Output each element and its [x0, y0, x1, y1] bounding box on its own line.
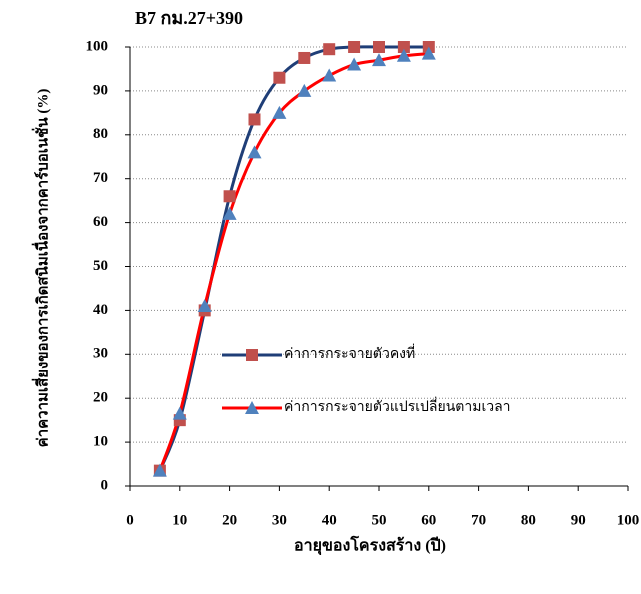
legend-marker	[245, 401, 259, 414]
x-tick-label: 10	[172, 512, 187, 528]
marker	[152, 463, 167, 477]
marker	[323, 43, 336, 56]
x-tick-label: 70	[471, 512, 486, 528]
marker	[347, 57, 362, 71]
marker	[248, 113, 261, 126]
y-tick-label: 10	[93, 434, 108, 450]
marker	[297, 83, 312, 97]
chart-title: B7 กม.27+390	[135, 8, 243, 28]
y-tick-label: 100	[86, 38, 109, 54]
x-tick-label: 20	[222, 512, 237, 528]
x-tick-label: 0	[126, 512, 134, 528]
y-tick-label: 70	[93, 170, 108, 186]
marker	[298, 51, 311, 64]
y-tick-label: 40	[93, 302, 108, 318]
x-tick-label: 90	[571, 512, 586, 528]
marker	[197, 299, 212, 313]
legend-marker	[246, 349, 258, 361]
y-axis-label: ค่าความเสี่ยงของการเกิดสนิมเนื่องจากคาร์…	[31, 89, 51, 448]
y-tick-label: 30	[93, 346, 108, 362]
marker	[397, 41, 410, 53]
x-tick-label: 50	[372, 512, 387, 528]
y-tick-label: 60	[93, 214, 108, 230]
y-tick-label: 20	[93, 390, 108, 406]
marker	[247, 145, 262, 159]
x-tick-label: 30	[272, 512, 287, 528]
marker	[322, 68, 337, 82]
x-axis-label: อายุของโครงสร้าง (ปี)	[294, 535, 446, 556]
marker	[396, 48, 411, 62]
marker	[421, 46, 436, 60]
marker	[222, 206, 237, 220]
x-tick-label: 80	[521, 512, 536, 528]
legend-label: ค่าการกระจายตัวแปรเปลี่ยนตามเวลา	[284, 397, 511, 415]
marker	[348, 41, 361, 53]
marker	[373, 41, 385, 53]
marker	[273, 71, 286, 84]
x-tick-label: 40	[322, 512, 337, 528]
x-tick-label: 100	[617, 512, 640, 528]
marker	[272, 105, 287, 119]
legend-label: ค่าการกระจายตัวคงที่	[284, 344, 415, 362]
y-tick-label: 50	[93, 258, 108, 274]
y-tick-label: 80	[93, 126, 108, 142]
x-tick-label: 60	[421, 512, 436, 528]
marker	[172, 406, 187, 420]
marker	[223, 190, 236, 203]
marker	[372, 53, 386, 67]
y-tick-label: 90	[93, 82, 108, 98]
y-tick-label: 0	[101, 477, 109, 493]
